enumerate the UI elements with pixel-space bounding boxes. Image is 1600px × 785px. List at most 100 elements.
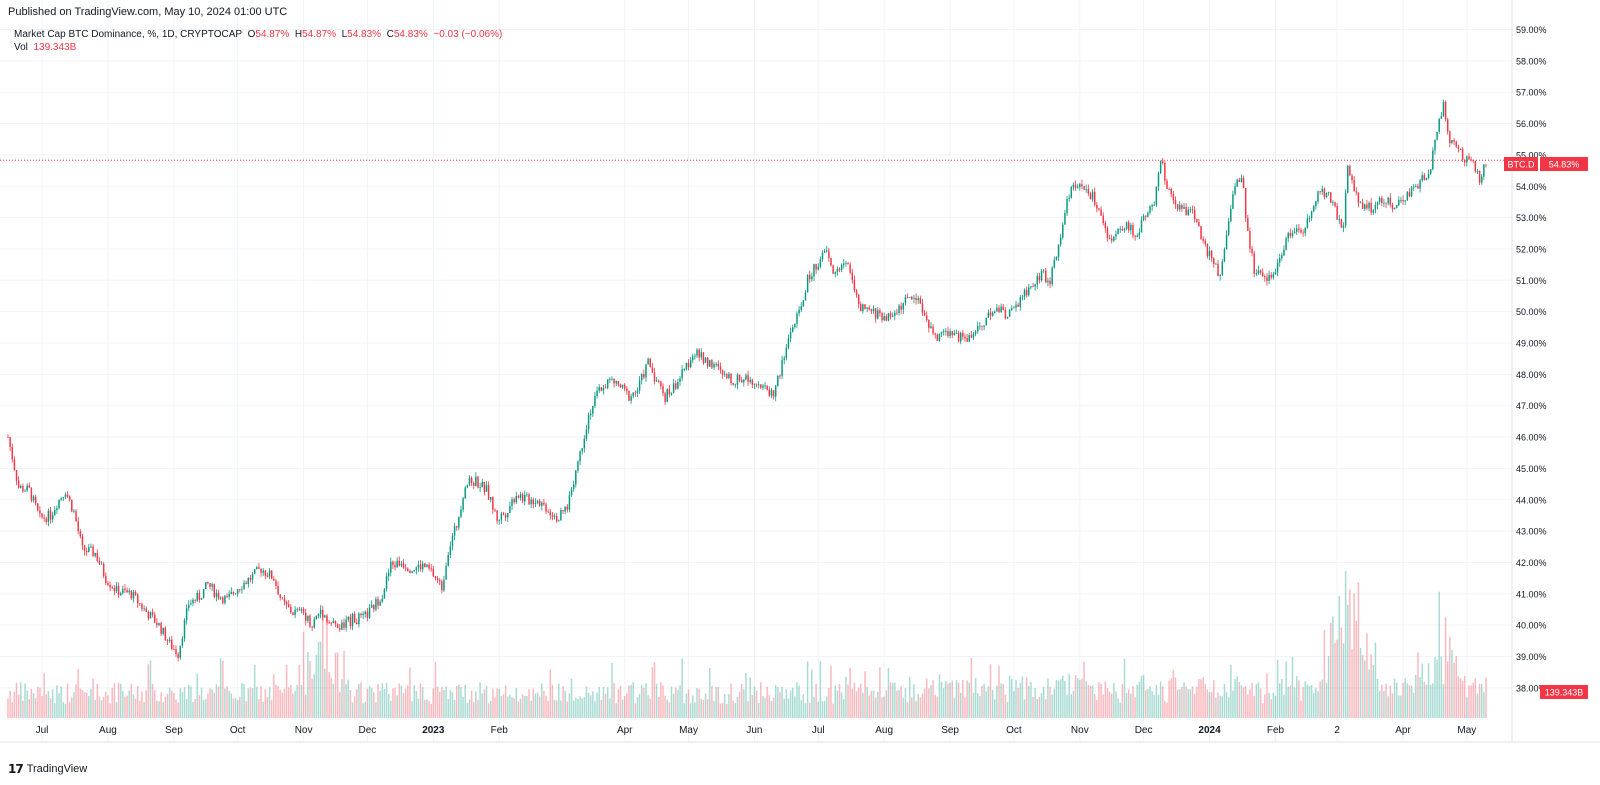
volume-bar	[1125, 693, 1128, 718]
tradingview-footer[interactable]: 𝟭𝟳 TradingView	[8, 762, 87, 776]
legend-close-value: 54.83%	[393, 29, 428, 40]
volume-bar	[987, 686, 990, 718]
y-tick-label: 38.00%	[1516, 683, 1547, 693]
candle-body	[1353, 180, 1355, 192]
volume-bar	[598, 687, 600, 718]
volume-bar	[1466, 697, 1468, 718]
candle-body	[430, 568, 432, 570]
candle-body	[781, 359, 783, 377]
candle-body	[849, 264, 851, 273]
candle-body	[1028, 287, 1030, 296]
volume-bar	[806, 661, 809, 718]
candle-body	[264, 570, 267, 576]
candle-body	[445, 566, 447, 580]
candle-body	[964, 336, 966, 339]
candle-body	[794, 323, 796, 328]
candle-body	[764, 385, 766, 387]
candle-body	[1395, 205, 1398, 208]
volume-bar	[802, 694, 805, 718]
volume-bar	[738, 691, 741, 718]
volume-bar	[309, 660, 311, 718]
volume-bar	[721, 702, 724, 718]
volume-bar	[1359, 647, 1362, 718]
candle-body	[207, 582, 209, 584]
volume-bar	[1174, 677, 1177, 718]
candle-body	[485, 485, 488, 492]
volume-bar	[538, 696, 541, 718]
volume-bar	[1187, 689, 1190, 718]
volume-bar	[932, 680, 934, 718]
volume-bar	[1368, 669, 1370, 718]
candle-body	[651, 367, 654, 373]
volume-bar	[1349, 589, 1351, 718]
candle-body	[874, 308, 877, 319]
volume-bar	[723, 693, 726, 718]
candle-body	[34, 496, 37, 504]
volume-bar	[11, 702, 13, 718]
candle-body	[321, 609, 324, 618]
candle-body	[760, 384, 762, 388]
candle-body	[860, 303, 862, 312]
volume-bar	[1004, 694, 1007, 718]
candle-body	[1321, 188, 1323, 192]
candle-body	[68, 496, 71, 500]
volume-bar	[290, 685, 292, 718]
candle-body	[942, 331, 945, 332]
volume-bar	[181, 691, 184, 718]
candle-body	[594, 396, 596, 407]
volume-bar	[368, 686, 371, 718]
volume-bar	[1179, 689, 1181, 718]
y-tick-label: 46.00%	[1516, 433, 1547, 443]
candle-body	[487, 485, 490, 500]
candle-body	[577, 461, 579, 471]
candle-body	[458, 516, 460, 528]
volume-bar	[698, 688, 700, 718]
candle-body	[481, 482, 483, 488]
candle-body	[589, 413, 592, 416]
volume-bar	[843, 699, 845, 718]
volume-bar	[1064, 681, 1066, 718]
candle-body	[1238, 179, 1241, 182]
volume-bar	[1045, 699, 1047, 718]
volume-bar	[547, 700, 549, 718]
volume-bar	[287, 687, 290, 718]
legend-volume-label[interactable]: Vol	[14, 42, 28, 53]
candle-body	[1372, 209, 1375, 213]
volume-bar	[1134, 697, 1136, 718]
candle-body	[234, 593, 237, 595]
candle-body	[188, 604, 190, 609]
candle-body	[626, 388, 628, 391]
candle-body	[292, 612, 294, 615]
volume-bar	[1453, 662, 1455, 718]
volume-bar	[1451, 650, 1453, 718]
candle-body	[889, 313, 892, 317]
volume-bar	[13, 691, 16, 718]
candle-body	[509, 506, 511, 514]
candle-body	[968, 335, 970, 342]
candle-body	[558, 520, 560, 522]
legend-title[interactable]: Market Cap BTC Dominance, %, 1D, CRYPTOC…	[14, 29, 243, 40]
candle-body	[670, 392, 673, 395]
candle-body	[153, 614, 156, 623]
candle-body	[1387, 197, 1389, 204]
candle-body	[1057, 244, 1060, 258]
candle-body	[1419, 180, 1421, 189]
volume-bar	[321, 616, 324, 718]
candle-body	[1151, 204, 1153, 207]
candle-body	[313, 619, 315, 628]
volume-bar	[156, 700, 158, 718]
candle-body	[489, 497, 492, 500]
volume-bar	[1361, 654, 1364, 718]
candle-body	[1370, 202, 1372, 213]
volume-bar	[1059, 679, 1062, 718]
volume-bar	[772, 697, 775, 718]
volume-bar	[925, 678, 928, 718]
volume-bar	[726, 703, 728, 718]
volume-bar	[513, 698, 515, 718]
volume-bar	[1259, 688, 1262, 718]
volume-bar	[732, 700, 734, 718]
volume-bar	[1444, 617, 1447, 718]
candle-body	[1232, 194, 1234, 209]
candle-body	[1457, 146, 1460, 149]
